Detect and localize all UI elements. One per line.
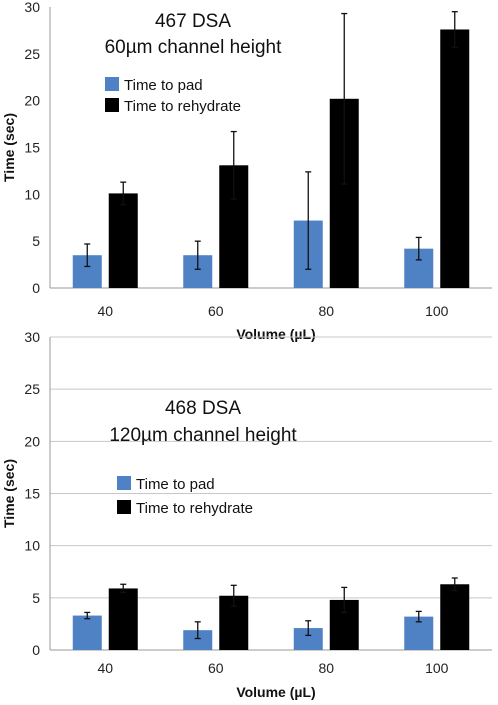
chart-top: 0 5 10 15 20 25 30 40 60 80 100 Volume (µL) Time (se… [1, 0, 492, 342]
x-tick-label: 100 [425, 303, 449, 319]
x-tick-label: 60 [208, 660, 224, 676]
bar-pad [72, 615, 102, 650]
chart-bottom: 0 5 10 15 20 25 30 40 60 80 100 Volume (µL) Time (se… [1, 329, 492, 700]
x-tick-label: 80 [318, 660, 334, 676]
y-tick-label: 10 [24, 538, 40, 554]
y-tick-label: 15 [24, 486, 40, 502]
legend-swatch-rehydrate [105, 98, 119, 112]
x-tick-label: 40 [97, 660, 113, 676]
legend-swatch-pad [117, 476, 131, 490]
y-tick-label: 20 [24, 433, 40, 449]
x-tick-label: 80 [318, 303, 334, 319]
chart-subtitle: 120µm channel height [109, 425, 297, 446]
chart-title: 467 DSA [155, 11, 231, 32]
y-tick-label: 30 [24, 329, 40, 345]
y-tick-label: 0 [32, 280, 40, 296]
legend-swatch-rehydrate [117, 500, 131, 514]
y-tick-label: 10 [24, 186, 40, 202]
bar-pad [183, 630, 213, 650]
y-tick-label: 5 [32, 233, 40, 249]
x-tick-label: 60 [208, 303, 224, 319]
bar-pad [293, 628, 323, 650]
x-axis-title: Volume (µL) [236, 684, 315, 700]
y-tick-label: 0 [32, 642, 40, 658]
x-tick-label: 40 [97, 303, 113, 319]
legend-label: Time to rehydrate [136, 500, 253, 517]
x-tick-label: 100 [425, 660, 449, 676]
bar-rehydrate [108, 193, 138, 288]
y-tick-label: 30 [24, 0, 40, 15]
y-axis-title: Time (sec) [1, 113, 17, 182]
bar-rehydrate [440, 584, 470, 650]
chart-subtitle: 60µm channel height [105, 37, 283, 58]
legend-label: Time to pad [136, 476, 215, 493]
bar-rehydrate [108, 588, 138, 650]
y-tick-label: 5 [32, 590, 40, 606]
legend-swatch-pad [105, 77, 119, 91]
x-axis-title: Volume (µL) [236, 326, 315, 342]
y-tick-label: 20 [24, 93, 40, 109]
y-tick-label: 25 [24, 381, 40, 397]
legend-label: Time to pad [124, 77, 203, 94]
y-tick-label: 15 [24, 140, 40, 156]
chart-title: 468 DSA [165, 398, 241, 419]
bar-rehydrate [440, 29, 470, 288]
y-tick-label: 25 [24, 46, 40, 62]
y-axis-title: Time (sec) [1, 459, 17, 528]
legend-label: Time to rehydrate [124, 98, 241, 115]
